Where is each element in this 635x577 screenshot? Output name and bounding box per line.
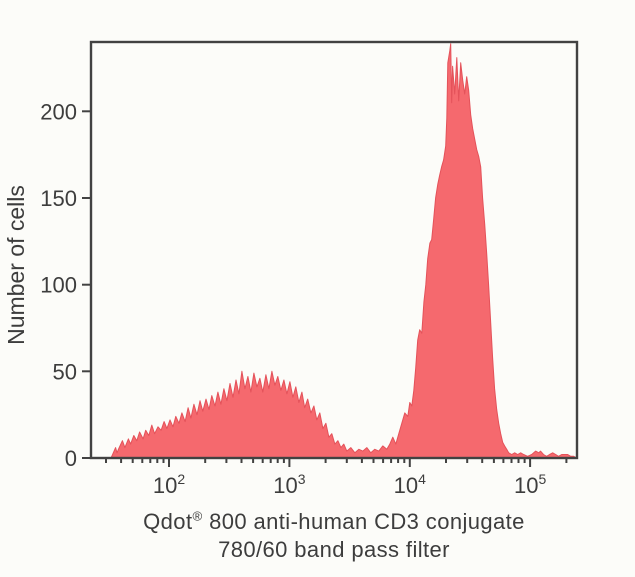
y-tick-label: 100 [40, 273, 77, 298]
x-axis-title-line1: Qdot® 800 anti-human CD3 conjugate [91, 508, 577, 536]
tick-label-layer: 102 103 104 105 0 50 100 150 200 [40, 99, 546, 498]
plot-frame [89, 40, 579, 460]
axes-layer [82, 40, 579, 467]
y-axis-title: Number of cells [3, 185, 29, 345]
y-tick-label: 0 [65, 446, 77, 471]
histogram-svg: 102 103 104 105 0 50 100 150 200 Number of cells [3, 40, 579, 498]
x-tick-label: 104 [394, 471, 426, 498]
histogram-area [110, 43, 578, 459]
y-tick-label: 200 [40, 99, 77, 124]
registered-trademark-symbol: ® [192, 508, 203, 524]
x-tick-label: 102 [153, 471, 185, 498]
y-tick-label: 150 [40, 186, 77, 211]
x-axis-title-line2: 780/60 band pass filter [218, 537, 450, 562]
x-tick-label: 103 [273, 471, 305, 498]
x-tick-label: 105 [514, 471, 546, 498]
series-layer [110, 43, 578, 459]
x-axis-title-line1-pre: Qdot [143, 509, 193, 534]
x-axis-title-line1-post: 800 anti-human CD3 conjugate [202, 509, 525, 534]
x-axis-title: Qdot® 800 anti-human CD3 conjugate 780/6… [91, 508, 577, 564]
y-tick-label: 50 [53, 359, 77, 384]
